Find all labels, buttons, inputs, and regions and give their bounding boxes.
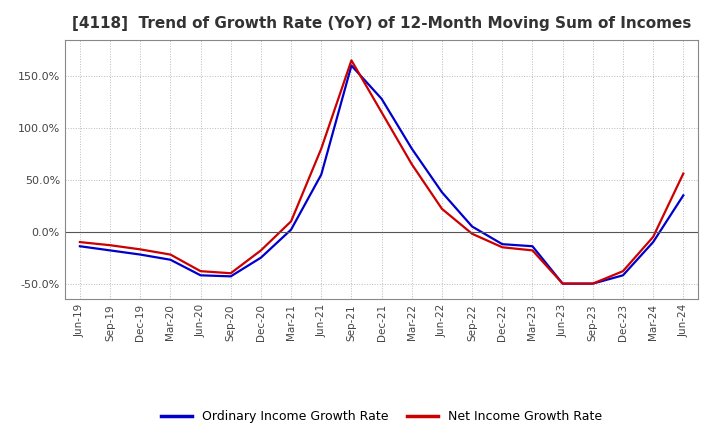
Ordinary Income Growth Rate bbox=[347, 63, 356, 68]
Legend: Ordinary Income Growth Rate, Net Income Growth Rate: Ordinary Income Growth Rate, Net Income … bbox=[156, 405, 608, 428]
Ordinary Income Growth Rate bbox=[287, 227, 295, 232]
Ordinary Income Growth Rate bbox=[528, 244, 537, 249]
Net Income Growth Rate bbox=[438, 206, 446, 212]
Net Income Growth Rate bbox=[106, 242, 114, 248]
Ordinary Income Growth Rate bbox=[226, 274, 235, 279]
Net Income Growth Rate bbox=[226, 271, 235, 276]
Ordinary Income Growth Rate bbox=[136, 252, 145, 257]
Ordinary Income Growth Rate bbox=[558, 281, 567, 286]
Ordinary Income Growth Rate bbox=[106, 248, 114, 253]
Ordinary Income Growth Rate bbox=[438, 190, 446, 195]
Ordinary Income Growth Rate bbox=[197, 273, 205, 278]
Ordinary Income Growth Rate bbox=[588, 281, 597, 286]
Ordinary Income Growth Rate bbox=[166, 257, 175, 262]
Net Income Growth Rate bbox=[136, 247, 145, 252]
Ordinary Income Growth Rate bbox=[618, 273, 627, 278]
Net Income Growth Rate bbox=[618, 268, 627, 274]
Net Income Growth Rate bbox=[679, 171, 688, 176]
Ordinary Income Growth Rate bbox=[468, 224, 477, 229]
Ordinary Income Growth Rate bbox=[317, 172, 325, 177]
Net Income Growth Rate bbox=[468, 231, 477, 236]
Ordinary Income Growth Rate bbox=[76, 244, 84, 249]
Net Income Growth Rate bbox=[317, 146, 325, 151]
Net Income Growth Rate bbox=[347, 58, 356, 63]
Net Income Growth Rate bbox=[256, 248, 265, 253]
Ordinary Income Growth Rate bbox=[498, 242, 507, 247]
Line: Net Income Growth Rate: Net Income Growth Rate bbox=[80, 60, 683, 284]
Net Income Growth Rate bbox=[528, 248, 537, 253]
Net Income Growth Rate bbox=[408, 161, 416, 167]
Ordinary Income Growth Rate bbox=[377, 96, 386, 102]
Net Income Growth Rate bbox=[166, 252, 175, 257]
Line: Ordinary Income Growth Rate: Ordinary Income Growth Rate bbox=[80, 66, 683, 284]
Net Income Growth Rate bbox=[558, 281, 567, 286]
Net Income Growth Rate bbox=[588, 281, 597, 286]
Net Income Growth Rate bbox=[197, 268, 205, 274]
Net Income Growth Rate bbox=[76, 239, 84, 245]
Net Income Growth Rate bbox=[287, 219, 295, 224]
Title: [4118]  Trend of Growth Rate (YoY) of 12-Month Moving Sum of Incomes: [4118] Trend of Growth Rate (YoY) of 12-… bbox=[72, 16, 691, 32]
Ordinary Income Growth Rate bbox=[649, 239, 657, 245]
Ordinary Income Growth Rate bbox=[256, 255, 265, 260]
Net Income Growth Rate bbox=[377, 110, 386, 115]
Net Income Growth Rate bbox=[498, 245, 507, 250]
Net Income Growth Rate bbox=[649, 234, 657, 239]
Ordinary Income Growth Rate bbox=[408, 146, 416, 151]
Ordinary Income Growth Rate bbox=[679, 193, 688, 198]
